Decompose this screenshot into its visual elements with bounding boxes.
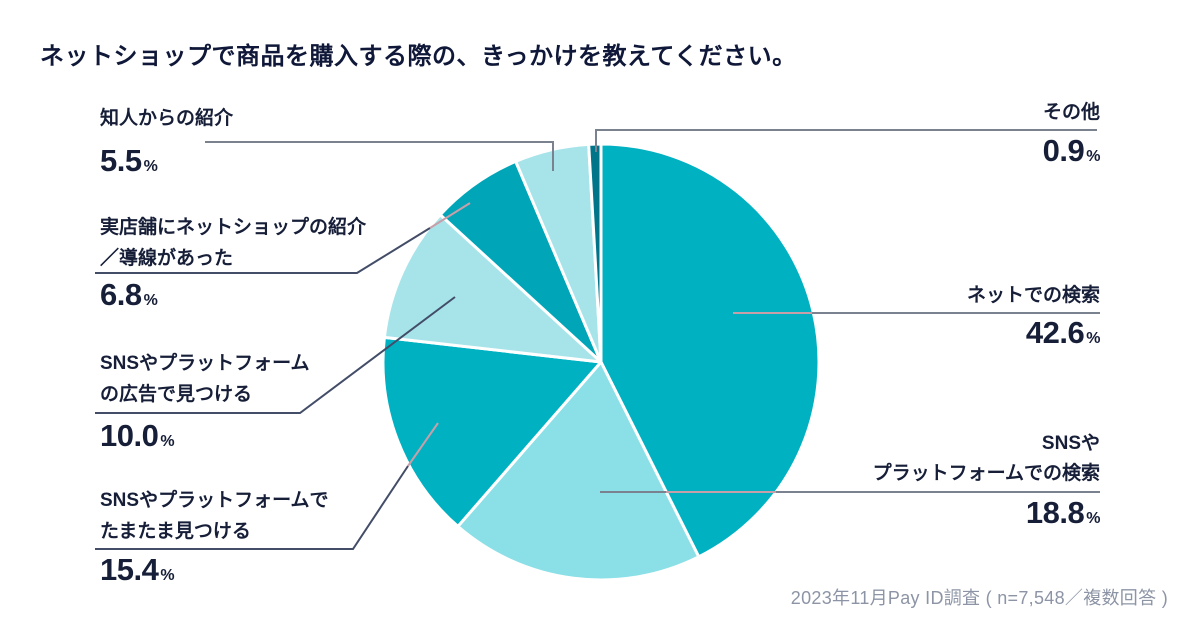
pie-slice-1 bbox=[456, 360, 701, 582]
callout-value: 42.6% bbox=[967, 315, 1101, 356]
callout-value: 0.9% bbox=[1042, 133, 1101, 174]
callout-other: その他 0.9% bbox=[1042, 100, 1101, 174]
percent-sign: % bbox=[160, 567, 175, 584]
leader-line-store-referral bbox=[95, 227, 431, 274]
callout-label: SNSやプラットフォーム の広告で見つける bbox=[100, 348, 310, 410]
callout-label-line1: SNSやプラットフォーム bbox=[100, 353, 310, 374]
value-number: 5.5 bbox=[100, 143, 142, 178]
callout-friend-referral: 知人からの紹介 5.5% bbox=[100, 106, 233, 184]
source-note: 2023年11月Pay ID調査 ( n=7,548／複数回答 ) bbox=[790, 588, 1168, 608]
callout-label-line1: SNSやプラットフォームで bbox=[100, 490, 329, 511]
callout-label: SNSやプラットフォームで たまたま見つける bbox=[100, 485, 329, 547]
leader-line-sns-ads bbox=[95, 296, 456, 414]
callout-label: その他 bbox=[1042, 102, 1100, 123]
callout-label-line2: たまたま見つける bbox=[100, 521, 251, 542]
pie-slice-6 bbox=[587, 142, 603, 364]
value-number: 10.0 bbox=[100, 418, 159, 453]
callout-store-referral: 実店舗にネットショップの紹介 ／導線があった 6.8% bbox=[100, 212, 366, 318]
callout-label: SNSや プラットフォームでの検索 bbox=[873, 429, 1100, 489]
percent-sign: % bbox=[143, 292, 158, 309]
callout-value: 18.8% bbox=[873, 495, 1101, 536]
value-number: 42.6 bbox=[1025, 315, 1085, 350]
value-number: 0.9 bbox=[1042, 133, 1085, 168]
leader-line-other bbox=[595, 129, 1097, 152]
pie-slices bbox=[381, 142, 821, 582]
percent-sign: % bbox=[143, 158, 158, 175]
callout-label-line2: プラットフォームでの検索 bbox=[872, 463, 1100, 484]
callout-value: 6.8% bbox=[100, 278, 366, 318]
pie-slice-3 bbox=[382, 213, 603, 364]
callout-value: 5.5% bbox=[100, 144, 233, 184]
callout-sns-stumble: SNSやプラットフォームで たまたま見つける 15.4% bbox=[100, 485, 329, 593]
value-number: 18.8 bbox=[1025, 495, 1085, 530]
leader-lines bbox=[95, 129, 1100, 550]
value-number: 6.8 bbox=[100, 277, 142, 312]
callout-label-line2: ／導線があった bbox=[100, 248, 234, 269]
chart-title: ネットショップで商品を購入する際の、きっかけを教えてください。 bbox=[40, 43, 797, 70]
callout-label-line2: の広告で見つける bbox=[100, 384, 253, 405]
callout-label-line1: SNSや bbox=[1041, 433, 1100, 454]
callout-sns-search: SNSや プラットフォームでの検索 18.8% bbox=[873, 429, 1101, 536]
percent-sign: % bbox=[1086, 510, 1100, 527]
callout-label-line1: 実店舗にネットショップの紹介 bbox=[100, 217, 367, 238]
leader-line-sns-stumble bbox=[95, 465, 409, 550]
pie-slice-2 bbox=[381, 335, 603, 528]
callout-value: 15.4% bbox=[100, 553, 329, 593]
leader-line-store-referral-inner bbox=[429, 202, 471, 229]
callout-label: ネットでの検索 bbox=[966, 285, 1100, 306]
pie-slice-0 bbox=[599, 142, 821, 559]
leader-line-friend-referral bbox=[205, 141, 554, 171]
leader-line-sns-stumble-inner bbox=[407, 422, 439, 467]
callout-value: 10.0% bbox=[100, 419, 310, 459]
callout-sns-ads: SNSやプラットフォーム の広告で見つける 10.0% bbox=[100, 348, 310, 459]
percent-sign: % bbox=[1086, 148, 1100, 165]
callout-label: 実店舗にネットショップの紹介 ／導線があった bbox=[100, 212, 366, 274]
percent-sign: % bbox=[160, 433, 175, 450]
callout-net-search: ネットでの検索 42.6% bbox=[966, 283, 1101, 356]
callout-label: 知人からの紹介 bbox=[100, 108, 234, 129]
percent-sign: % bbox=[1086, 330, 1100, 347]
value-number: 15.4 bbox=[100, 552, 159, 587]
